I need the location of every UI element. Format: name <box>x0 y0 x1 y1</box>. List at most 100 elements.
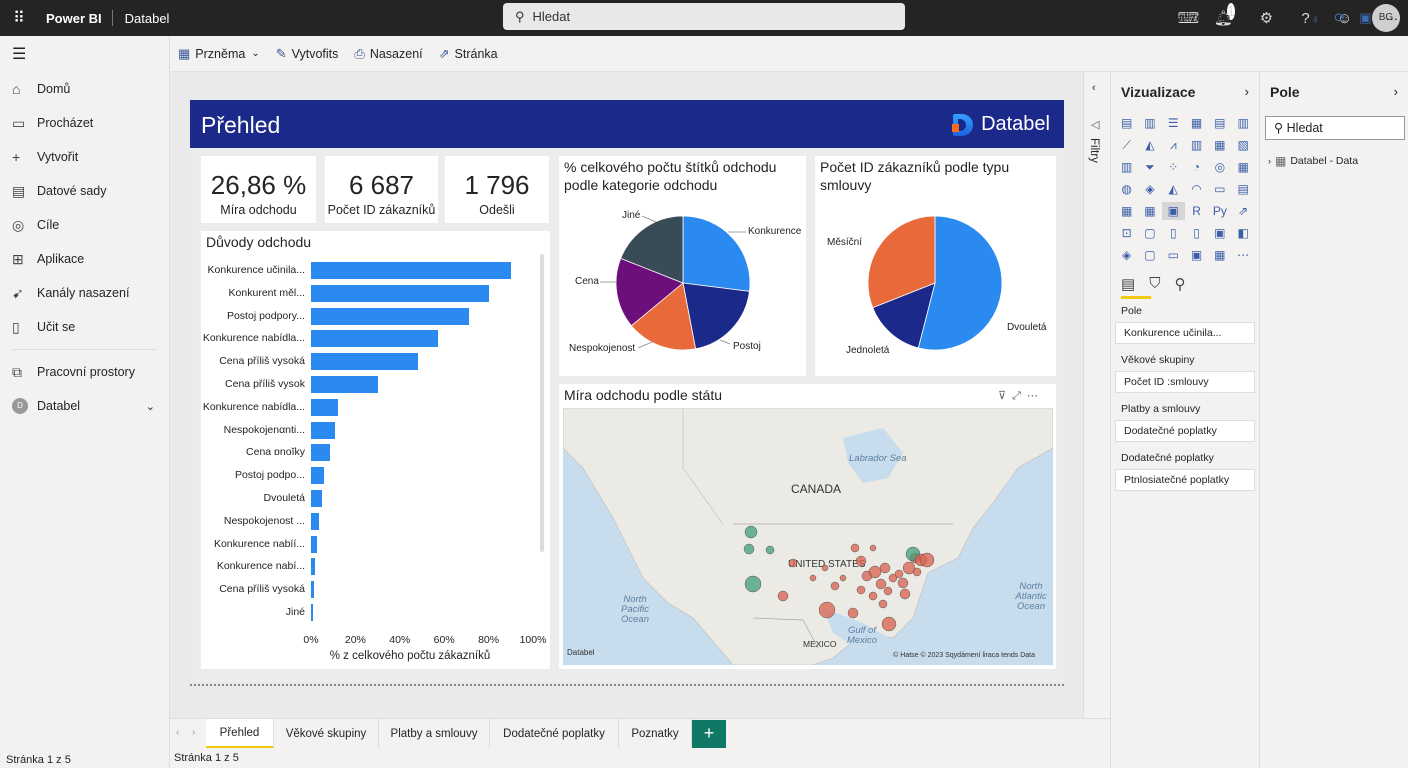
tab-prehled[interactable]: Přehled <box>206 719 274 749</box>
qa-icon[interactable]: ▢ <box>1144 226 1156 240</box>
line-chart-icon[interactable]: ⟋ <box>1122 138 1131 152</box>
stacked-bar-icon[interactable]: ▤ <box>1120 116 1133 130</box>
workspace-name[interactable]: Databel <box>124 10 170 26</box>
map-bubble[interactable] <box>850 543 860 553</box>
clustered-column-icon[interactable]: ▦ <box>1190 116 1203 130</box>
focus-mode-icon[interactable]: ⤢ <box>1012 390 1027 402</box>
nav-item-create[interactable]: + Vytvořit <box>0 140 169 174</box>
filled-map-icon[interactable]: ◈ <box>1145 182 1155 196</box>
map-bubble[interactable] <box>868 591 878 601</box>
kpi-card[interactable]: 6 687 Počet ID zákazníků <box>325 156 438 223</box>
chevron-left-icon[interactable]: ‹ <box>1092 82 1096 94</box>
keyboard-icon[interactable]: ⌨ <box>1177 10 1200 27</box>
map-bubble[interactable] <box>919 552 935 568</box>
map-bubble[interactable] <box>777 590 789 602</box>
gauge-icon[interactable]: ◠ <box>1191 182 1202 196</box>
lightbulb-icon[interactable]: ♁ <box>1310 10 1321 26</box>
tab-vekove-skupiny[interactable]: Věkové skupiny <box>274 719 379 749</box>
bar-chart-visual[interactable]: Důvody odchodu <box>201 231 550 669</box>
paginated-icon[interactable]: ▯ <box>1193 226 1200 240</box>
card-icon[interactable]: ▭ <box>1214 182 1226 196</box>
field-well[interactable]: Konkurence učinila... <box>1115 322 1255 344</box>
pie-icon[interactable]: ◔ <box>1192 160 1201 174</box>
bar[interactable] <box>311 581 315 599</box>
map-bubble[interactable] <box>894 569 904 579</box>
bar[interactable] <box>311 467 325 485</box>
100-column-icon[interactable]: ▥ <box>1237 116 1249 130</box>
python-visual-icon[interactable]: Py <box>1212 204 1227 218</box>
chevron-right-icon[interactable]: › <box>1393 84 1398 99</box>
map-bubble[interactable] <box>788 558 798 568</box>
map-canvas[interactable]: Labrador Sea CANADA UNITED STATES MEXICO… <box>563 408 1053 665</box>
add-page-button[interactable]: + <box>692 720 726 748</box>
filter-visual-icon[interactable]: ⏷ <box>1145 160 1155 174</box>
gear-icon[interactable]: ⚙ <box>1259 10 1274 27</box>
nav-item-workspaces[interactable]: ⧉ Pracovní prostory <box>0 355 169 389</box>
bar[interactable] <box>311 307 469 325</box>
r-visual-icon[interactable]: R <box>1192 204 1201 218</box>
fields-table-item[interactable]: › ▦ Databel - Data <box>1268 154 1358 168</box>
tab-poznatky[interactable]: Poznatky <box>619 719 692 749</box>
map-bubble[interactable] <box>765 545 775 555</box>
area-chart-icon[interactable]: ◭ <box>1145 138 1155 152</box>
search-input[interactable]: ⚲ Hledat <box>503 3 905 30</box>
field-well[interactable]: Ptnlosiatečné poplatky <box>1115 469 1255 491</box>
map-bubble[interactable] <box>855 555 867 567</box>
nav-item-home[interactable]: ⌂ Domů <box>0 72 169 106</box>
map-bubble[interactable] <box>902 561 916 575</box>
filters-pane-collapsed[interactable]: ‹ ◁ Filtry <box>1083 72 1110 718</box>
bar[interactable] <box>311 421 336 439</box>
file-menu[interactable]: ▦ Przněma ⌄ <box>170 46 268 62</box>
chevron-right-icon[interactable]: › <box>1268 156 1271 166</box>
map-bubble[interactable] <box>888 573 898 583</box>
map-bubble[interactable] <box>744 575 762 593</box>
pie-slice[interactable] <box>682 282 750 350</box>
pie-slice[interactable] <box>872 282 936 349</box>
more-visuals-icon[interactable]: ⋯ <box>1237 248 1250 262</box>
donut-icon[interactable]: ◎ <box>1214 160 1226 174</box>
metrics-icon[interactable]: ▭ <box>1167 248 1179 262</box>
kpi-card[interactable]: 1 796 Odešli <box>445 156 549 223</box>
pie-slice[interactable] <box>630 282 697 351</box>
help-icon[interactable]: ? <box>1301 9 1310 27</box>
refresh-icon[interactable]: ⟳ <box>1334 10 1346 25</box>
get-more-visuals-icon[interactable]: ▣ <box>1190 248 1203 262</box>
fields-tab-icon[interactable]: ▤ <box>1121 276 1136 293</box>
chevron-right-icon[interactable]: › <box>1244 84 1249 99</box>
more-icon[interactable]: ⋯ <box>1385 11 1399 26</box>
bar[interactable] <box>311 604 314 621</box>
bar[interactable] <box>311 330 438 348</box>
map-bubble[interactable] <box>899 588 911 600</box>
tab-scroll-left-icon[interactable]: ‹ <box>176 727 180 738</box>
map-bubble[interactable] <box>744 525 758 539</box>
hamburger-icon[interactable]: ☰ <box>12 46 27 63</box>
map-bubble[interactable] <box>883 586 893 596</box>
tab-scroll-right-icon[interactable]: › <box>192 727 196 738</box>
kpi-card[interactable]: 26,86 % Míra odchodu <box>201 156 316 223</box>
pie-slice[interactable] <box>615 257 684 327</box>
kpi-visual-icon[interactable]: ⇗ <box>1238 204 1249 218</box>
waterfall-icon[interactable]: ▧ <box>1237 138 1249 152</box>
comment-icon[interactable]: ▣ <box>1359 10 1372 25</box>
tab-platby-a-smlouvy[interactable]: Platby a smlouvy <box>379 719 490 749</box>
chevron-down-icon[interactable]: ⌄ <box>145 400 155 413</box>
map-bubble[interactable] <box>875 578 887 590</box>
power-apps-icon[interactable]: ◧ <box>1237 226 1249 240</box>
shape-map-icon[interactable]: ◭ <box>1168 182 1178 196</box>
map-bubble[interactable] <box>869 544 877 552</box>
map-bubble[interactable] <box>830 581 840 591</box>
map-bubble[interactable] <box>856 585 866 595</box>
app-launcher-icon[interactable]: ⠿ <box>13 10 25 27</box>
pie-slice[interactable] <box>917 215 1003 351</box>
100-bar-icon[interactable]: ▤ <box>1214 116 1226 130</box>
field-well[interactable]: Počet ID :smlouvy <box>1115 371 1255 393</box>
map-bubble[interactable] <box>839 574 847 582</box>
chat-visual-icon[interactable]: ▢ <box>1144 248 1156 262</box>
tab-dodatecne-poplatky[interactable]: Dodatečné poplatky <box>490 719 619 749</box>
feedback-icon[interactable]: ☺ <box>1336 9 1353 27</box>
clustered-bar-icon[interactable]: ☰ <box>1167 116 1179 130</box>
avatar[interactable]: BG <box>1372 4 1400 32</box>
stacked-area-icon[interactable]: ⩘ <box>1169 138 1177 152</box>
matrix-icon[interactable]: ▦ <box>1144 204 1156 218</box>
nav-item-current-workspace[interactable]: D Databel ⌄ <box>0 389 169 423</box>
